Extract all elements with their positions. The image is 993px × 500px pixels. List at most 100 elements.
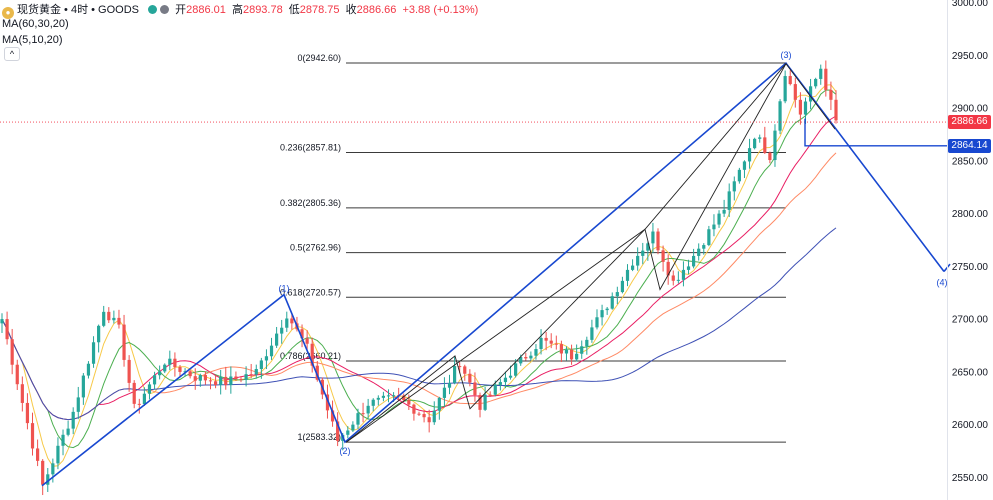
candle-body [625, 269, 630, 281]
candle-body [763, 137, 767, 153]
wave-label: (4) [937, 278, 948, 288]
fib-level-label: 0(2942.60) [297, 53, 341, 63]
candle-body [732, 181, 736, 192]
candle-body [681, 269, 686, 280]
candle-body [81, 375, 85, 398]
candle-body [10, 339, 14, 365]
ma-line-ma5 [1, 84, 837, 467]
candle-body [630, 265, 635, 270]
candle-body [254, 369, 258, 375]
candle-body [198, 375, 202, 381]
low-value: 2878.75 [299, 4, 340, 16]
market-open-icon [148, 5, 158, 14]
candle-body [712, 224, 716, 230]
candle-body [412, 404, 416, 414]
price-tick-label: 2750.00 [952, 262, 989, 273]
candle-body [132, 382, 136, 404]
candle-body [168, 358, 172, 365]
candle-body [224, 376, 228, 386]
candle-body [793, 84, 797, 100]
close-label: 收 [345, 4, 357, 16]
candle-body [259, 360, 263, 370]
candle-body [147, 384, 152, 394]
candle-body [829, 89, 833, 100]
candle-body [219, 376, 223, 385]
candle-body [376, 397, 380, 400]
fib-level-label: 0.236(2857.81) [280, 143, 341, 153]
annotations [0, 118, 947, 147]
candle-body [554, 343, 558, 345]
candle-body [76, 397, 80, 412]
candle-body [493, 384, 497, 395]
candle-body [753, 138, 757, 149]
candle-body [676, 279, 680, 281]
candle-body [590, 327, 594, 340]
open-label: 开 [175, 4, 187, 16]
candle-body [575, 353, 579, 360]
wave-label: (2) [340, 446, 351, 456]
candle-body [615, 292, 619, 297]
candle-body [356, 413, 360, 425]
candle-body [35, 448, 40, 461]
candle-body [142, 393, 146, 405]
price-tick-label: 3000.00 [952, 0, 989, 9]
candle-body [280, 327, 284, 334]
fib-level-label: 0.382(2805.36) [280, 198, 341, 208]
candle-body [366, 405, 370, 414]
candle-body [834, 99, 838, 121]
candle-body [422, 414, 426, 418]
candle-body [46, 474, 50, 485]
candle-body [86, 363, 91, 376]
candle-body [152, 375, 157, 385]
fib-level-label: 0.786(2660.21) [280, 351, 341, 361]
candle-body [305, 338, 309, 344]
last-price-badge: 2886.66 [948, 115, 991, 130]
candle-body [437, 397, 441, 411]
candle-body [559, 344, 563, 354]
open-value: 2886.01 [186, 4, 226, 16]
ma-indicator-2[interactable]: MA(5,10,20) [2, 34, 63, 46]
symbol-title[interactable]: 现货黄金 • 4时 • GOODS [17, 4, 139, 16]
candle-body [239, 379, 243, 381]
candle-body [697, 248, 701, 256]
candle-body [463, 366, 467, 374]
candle-body [564, 349, 569, 354]
candle-body [107, 311, 111, 321]
candle-body [66, 428, 70, 435]
candle-body [727, 191, 731, 210]
candlesticks [0, 60, 838, 496]
price-axis: 2550.00 2600.00 2650.00 2700.00 2750.00 2800.… [947, 0, 989, 500]
change-value: +3.88 (+0.13%) [402, 4, 479, 16]
candle-body [427, 417, 431, 423]
candle-body [656, 231, 660, 251]
candle-body [310, 343, 314, 366]
elliott-wave-path [41, 61, 945, 487]
candle-body [71, 411, 75, 429]
candle-body [325, 394, 330, 411]
ma-line-ma10 [1, 89, 837, 449]
candle-body [351, 424, 355, 431]
candle-body [25, 402, 30, 424]
candle-body [605, 308, 609, 311]
ma-line-ma30 [1, 152, 837, 421]
candle-body [41, 460, 45, 485]
candle-body [20, 384, 24, 403]
collapse-indicators-button[interactable]: ^ [4, 47, 20, 61]
candle-body [610, 296, 614, 309]
high-label: 高 [231, 4, 243, 16]
candle-body [102, 311, 106, 326]
candle-body [163, 364, 167, 372]
candle-body [524, 357, 528, 359]
candle-body [651, 231, 655, 244]
candle-body [0, 319, 4, 324]
candle-body [417, 413, 421, 415]
candle-body [773, 130, 777, 161]
candle-body [534, 349, 538, 356]
candle-body [814, 78, 818, 87]
wave-label: (1) [279, 284, 290, 294]
ma-indicator-1[interactable]: MA(60,30,20) [2, 18, 69, 30]
candle-body [595, 317, 599, 328]
candle-body [585, 339, 589, 347]
candle-body [483, 394, 487, 410]
